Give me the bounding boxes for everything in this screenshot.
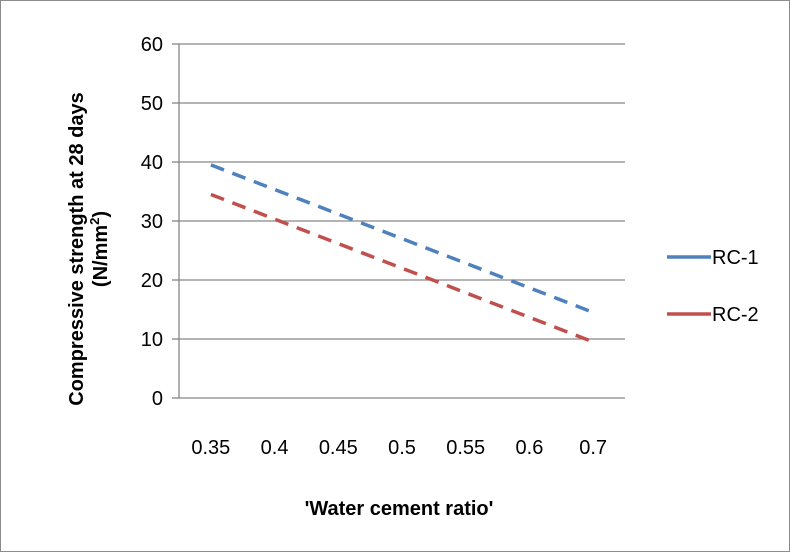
y-tick-label-60: 60 [141,34,163,56]
x-tick-label-0.55: 0.55 [446,437,485,459]
y-axis-title-line2: (N/mm2) [87,211,112,287]
y-tick-label-50: 50 [141,93,163,115]
y-axis-unit-suffix: ) [90,211,112,218]
axes [172,43,625,399]
series-line-RC-1 [210,163,594,315]
y-tick-label-0: 0 [152,388,163,410]
legend: RC-1 RC-2 [667,247,759,326]
y-tick-label-30: 30 [141,211,163,233]
x-tick-label-0.45: 0.45 [319,437,358,459]
legend-label-RC-2: RC-2 [712,304,759,326]
y-tick-labels: 0 10 20 30 40 50 60 [141,34,163,410]
x-tick-label-0.7: 0.7 [579,437,607,459]
x-tick-label-0.5: 0.5 [388,437,416,459]
x-tick-label-0.35: 0.35 [191,437,230,459]
x-tick-label-0.4: 0.4 [261,437,289,459]
x-tick-labels: 0.35 0.4 0.45 0.5 0.55 0.6 0.7 [191,437,607,459]
y-axis-unit-superscript: 2 [87,218,102,225]
y-tick-label-20: 20 [141,270,163,292]
series-line-RC-2 [210,192,594,344]
y-axis-title-line1: Compressive strength at 28 days [66,92,88,405]
y-tick-label-10: 10 [141,329,163,351]
legend-label-RC-1: RC-1 [712,247,759,269]
gridlines [179,43,625,340]
x-tick-label-0.6: 0.6 [516,437,544,459]
y-tick-label-40: 40 [141,152,163,174]
y-axis-unit-prefix: (N/mm [90,225,112,287]
x-axis-title: 'Water cement ratio' [305,498,494,520]
y-axis-title: Compressive strength at 28 days (N/mm2) [66,92,112,405]
series-lines [210,163,594,344]
